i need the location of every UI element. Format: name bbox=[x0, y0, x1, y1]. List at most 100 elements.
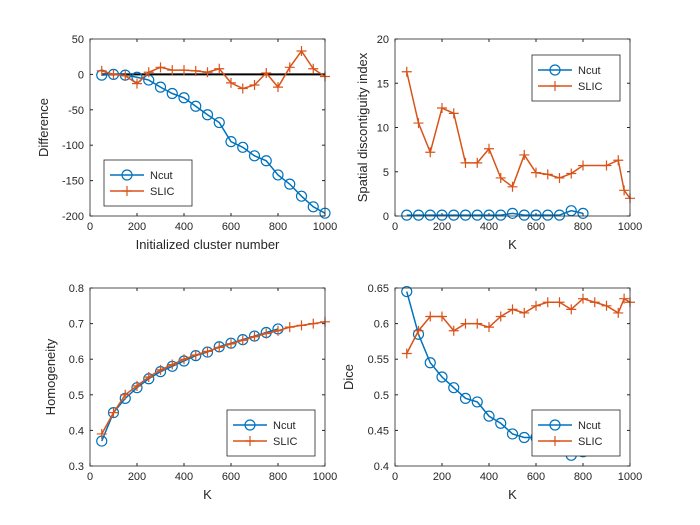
series-line bbox=[406, 209, 584, 216]
marker bbox=[401, 66, 412, 77]
marker bbox=[143, 372, 154, 382]
y-axis-label: Dice bbox=[341, 364, 356, 390]
x-tick-label: 400 bbox=[480, 221, 498, 233]
marker bbox=[518, 431, 530, 444]
marker bbox=[589, 297, 600, 308]
y-axis-label: Spatial discontiguity index bbox=[355, 52, 370, 202]
marker bbox=[202, 346, 213, 357]
marker bbox=[506, 428, 519, 440]
marker bbox=[424, 357, 436, 369]
marker bbox=[225, 136, 237, 148]
marker bbox=[166, 87, 178, 100]
axes-box bbox=[394, 287, 631, 467]
y-tick-label: 0.6 bbox=[69, 354, 84, 366]
x-tick-label: 0 bbox=[87, 221, 93, 233]
marker bbox=[519, 307, 530, 318]
marker bbox=[613, 155, 624, 166]
marker bbox=[96, 65, 107, 76]
marker bbox=[296, 320, 307, 331]
marker bbox=[284, 178, 296, 190]
marker bbox=[566, 168, 577, 179]
legend-label: Ncut bbox=[578, 420, 601, 432]
y-tick-label: 0.4 bbox=[374, 461, 389, 473]
marker bbox=[214, 342, 225, 353]
x-axis-label: K bbox=[508, 487, 517, 502]
x-tick-label: 800 bbox=[269, 471, 287, 483]
axes-box bbox=[89, 287, 326, 467]
y-tick-label: 0.5 bbox=[374, 390, 389, 402]
y-tick-label: -200 bbox=[62, 211, 84, 223]
marker bbox=[549, 419, 561, 431]
marker bbox=[307, 201, 319, 213]
legend-label: SLIC bbox=[273, 436, 298, 448]
marker bbox=[308, 318, 319, 329]
marker bbox=[120, 70, 131, 81]
y-tick-label: -150 bbox=[62, 176, 84, 188]
marker bbox=[249, 331, 260, 342]
marker bbox=[518, 209, 530, 221]
marker bbox=[249, 80, 260, 91]
marker bbox=[495, 209, 507, 221]
marker bbox=[424, 209, 436, 221]
marker bbox=[284, 62, 295, 73]
marker bbox=[483, 410, 495, 422]
marker bbox=[237, 83, 248, 94]
axes-box bbox=[394, 38, 631, 217]
legend-box bbox=[531, 409, 621, 457]
marker bbox=[531, 167, 541, 178]
marker bbox=[507, 181, 518, 192]
y-tick-label: -50 bbox=[68, 105, 84, 117]
marker bbox=[601, 160, 612, 171]
x-tick-label: 600 bbox=[527, 471, 545, 483]
marker bbox=[436, 209, 448, 221]
legend-label: SLIC bbox=[150, 186, 175, 198]
marker bbox=[619, 185, 630, 196]
marker bbox=[530, 209, 542, 221]
x-tick-label: 600 bbox=[222, 471, 240, 483]
marker bbox=[471, 396, 483, 408]
marker bbox=[448, 108, 459, 119]
y-tick-label: 5 bbox=[383, 167, 389, 179]
marker bbox=[448, 382, 460, 394]
marker bbox=[578, 293, 588, 304]
marker bbox=[308, 63, 319, 74]
marker bbox=[619, 293, 630, 304]
marker bbox=[413, 325, 424, 336]
series-line bbox=[101, 49, 326, 90]
x-tick-label: 400 bbox=[175, 471, 193, 483]
marker bbox=[167, 65, 178, 76]
legend-label: Ncut bbox=[150, 170, 173, 182]
marker bbox=[154, 81, 167, 93]
marker bbox=[296, 46, 307, 57]
marker bbox=[237, 141, 249, 153]
x-tick-label: 0 bbox=[392, 221, 398, 233]
legend-label: Ncut bbox=[273, 420, 296, 432]
marker bbox=[471, 209, 483, 221]
marker bbox=[226, 77, 236, 88]
marker bbox=[507, 304, 518, 315]
marker bbox=[272, 169, 284, 181]
x-tick-label: 800 bbox=[269, 221, 287, 233]
marker bbox=[401, 348, 412, 359]
marker bbox=[549, 64, 561, 76]
y-tick-label: 20 bbox=[377, 34, 389, 46]
marker bbox=[472, 157, 483, 168]
marker bbox=[295, 190, 308, 202]
marker bbox=[495, 417, 507, 429]
marker bbox=[460, 157, 471, 168]
marker bbox=[460, 318, 471, 329]
x-axis-label: K bbox=[203, 487, 212, 502]
y-tick-label: 0.6 bbox=[374, 319, 389, 331]
x-tick-label: 1000 bbox=[618, 471, 642, 483]
y-tick-label: -100 bbox=[62, 140, 84, 152]
y-tick-label: 0.45 bbox=[368, 425, 389, 437]
legend-label: SLIC bbox=[578, 81, 603, 93]
marker bbox=[226, 338, 236, 349]
marker bbox=[167, 359, 178, 370]
marker bbox=[244, 419, 256, 431]
x-tick-label: 1000 bbox=[313, 221, 337, 233]
marker bbox=[121, 169, 133, 181]
marker bbox=[108, 69, 119, 80]
marker bbox=[577, 207, 589, 219]
marker bbox=[578, 160, 588, 171]
